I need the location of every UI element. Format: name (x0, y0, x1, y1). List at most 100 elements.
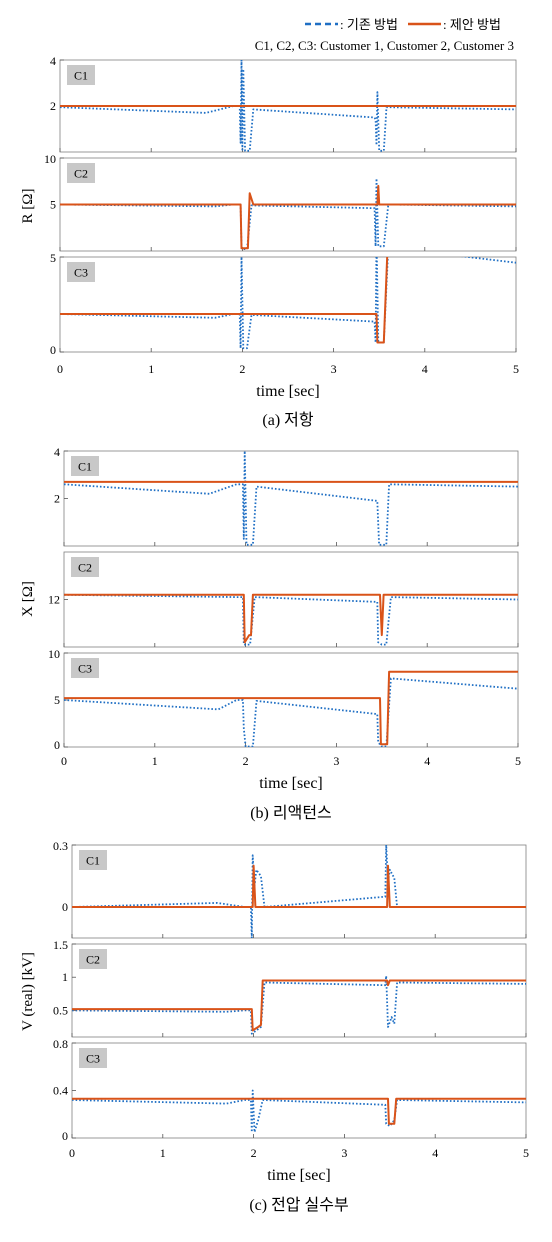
series-proposed-line (72, 864, 526, 908)
y-tick-label: 0 (62, 900, 68, 914)
series-group (60, 257, 516, 350)
series-proposed-line (72, 979, 526, 1032)
panel-tag-label: C3 (86, 1052, 100, 1066)
chart-caption: (a) 저항 (262, 411, 313, 429)
y-tick-label: 0.3 (53, 839, 68, 853)
panel-tag-box (79, 1048, 107, 1068)
y-axis-label: V (real) [kV] (20, 952, 36, 1031)
series-group (64, 593, 518, 646)
series-group (72, 845, 526, 938)
x-tick-label: 1 (152, 754, 158, 768)
series-proposed-line (72, 1097, 526, 1125)
series-proposed-line (60, 257, 389, 344)
y-tick-label: 2 (50, 99, 56, 113)
y-tick-label: 1 (62, 970, 68, 984)
chart-2: C1 0 0.3 C2 0.5 1 1.5 C3 0 0.4 0.8 0 1 2 3 4 5 time [sec]… (20, 839, 529, 1214)
chart-caption: (c) 전압 실수부 (249, 1196, 348, 1214)
series-existing-line (64, 677, 518, 747)
y-axis-label: X [Ω] (20, 581, 36, 617)
series-group (72, 1089, 526, 1133)
panel-c1: C1 2 4 (54, 445, 519, 547)
legend-existing-label: : 기존 방법 (340, 17, 398, 32)
x-tick-label: 5 (523, 1146, 529, 1160)
series-proposed-line (64, 670, 518, 746)
y-tick-label: 0.8 (53, 1037, 68, 1051)
y-tick-label: 0 (62, 1129, 68, 1143)
panel-tag-box (67, 65, 95, 85)
panel-frame (71, 844, 527, 939)
x-tick-label: 3 (333, 754, 339, 768)
panel-tag-box (71, 557, 99, 577)
series-existing-line (72, 975, 526, 1035)
x-tick-label: 3 (331, 362, 337, 376)
panel-tag-label: C2 (78, 561, 92, 575)
y-tick-label: 10 (44, 152, 56, 166)
panel-c1: C1 2 4 (50, 54, 517, 153)
panel-tag-box (67, 262, 95, 282)
x-tick-label: 0 (61, 754, 67, 768)
x-tick-label: 4 (432, 1146, 438, 1160)
series-group (72, 975, 526, 1035)
legend-customers-note: C1, C2, C3: Customer 1, Customer 2, Cust… (255, 38, 514, 53)
panel-tag-box (79, 850, 107, 870)
series-proposed-line (64, 593, 518, 644)
legend: : 기존 방법 : 제안 방법 C1, C2, C3: Customer 1, … (255, 17, 514, 53)
y-tick-label: 0 (54, 738, 60, 752)
panel-tag-label: C2 (74, 167, 88, 181)
x-axis-label: time [sec] (267, 1167, 331, 1184)
x-tick-label: 0 (57, 362, 63, 376)
panel-frame (63, 450, 519, 547)
y-tick-label: 5 (50, 198, 56, 212)
panel-tag-box (71, 456, 99, 476)
x-tick-label: 2 (251, 1146, 257, 1160)
panel-c3: C3 0 5 10 (48, 647, 519, 752)
y-tick-label: 10 (48, 647, 60, 661)
panel-c3: C3 0 0.4 0.8 (53, 1037, 527, 1143)
y-tick-label: 0 (50, 343, 56, 357)
panel-frame (63, 652, 519, 748)
panel-c1: C1 0 0.3 (53, 839, 527, 939)
y-tick-label: 1.5 (53, 938, 68, 952)
y-tick-label: 4 (54, 445, 60, 459)
panel-tag-label: C3 (78, 662, 92, 676)
x-tick-label: 3 (341, 1146, 347, 1160)
panel-tag-label: C2 (86, 953, 100, 967)
legend-proposed-label: : 제안 방법 (443, 17, 501, 32)
x-tick-label: 5 (513, 362, 519, 376)
chart-caption: (b) 리액턴스 (250, 804, 332, 822)
x-tick-label: 1 (148, 362, 154, 376)
series-existing-line (60, 177, 516, 250)
panel-c3: C3 0 5 (50, 251, 517, 357)
panel-frame (71, 943, 527, 1038)
x-tick-label: 4 (424, 754, 430, 768)
y-tick-label: 5 (50, 251, 56, 265)
y-tick-label: 4 (50, 54, 56, 68)
series-existing-line (64, 593, 518, 646)
x-tick-label: 2 (243, 754, 249, 768)
x-axis-label: time [sec] (256, 383, 320, 400)
panel-frame (71, 1042, 527, 1139)
chart-0: C1 2 4 C2 5 10 C3 0 5 0 1 2 3 4 5 time [sec] (a) 저항 R [Ω] (20, 54, 519, 429)
panel-tag-box (79, 949, 107, 969)
panel-tag-label: C3 (74, 266, 88, 280)
series-group (60, 177, 516, 250)
y-tick-label: 0.5 (53, 1003, 68, 1017)
x-tick-label: 5 (515, 754, 521, 768)
series-group (64, 451, 518, 546)
x-tick-label: 0 (69, 1146, 75, 1160)
panel-tag-label: C1 (74, 69, 88, 83)
panel-c2: C2 0.5 1 1.5 (53, 938, 527, 1038)
series-group (60, 60, 516, 152)
panel-tag-box (71, 658, 99, 678)
x-tick-label: 4 (422, 362, 428, 376)
y-tick-label: 0.4 (53, 1084, 68, 1098)
panel-tag-label: C1 (78, 460, 92, 474)
x-tick-label: 1 (160, 1146, 166, 1160)
panel-tag-label: C1 (86, 854, 100, 868)
y-axis-label: R [Ω] (20, 189, 36, 224)
x-axis-label: time [sec] (259, 775, 323, 792)
y-tick-label: 5 (54, 693, 60, 707)
